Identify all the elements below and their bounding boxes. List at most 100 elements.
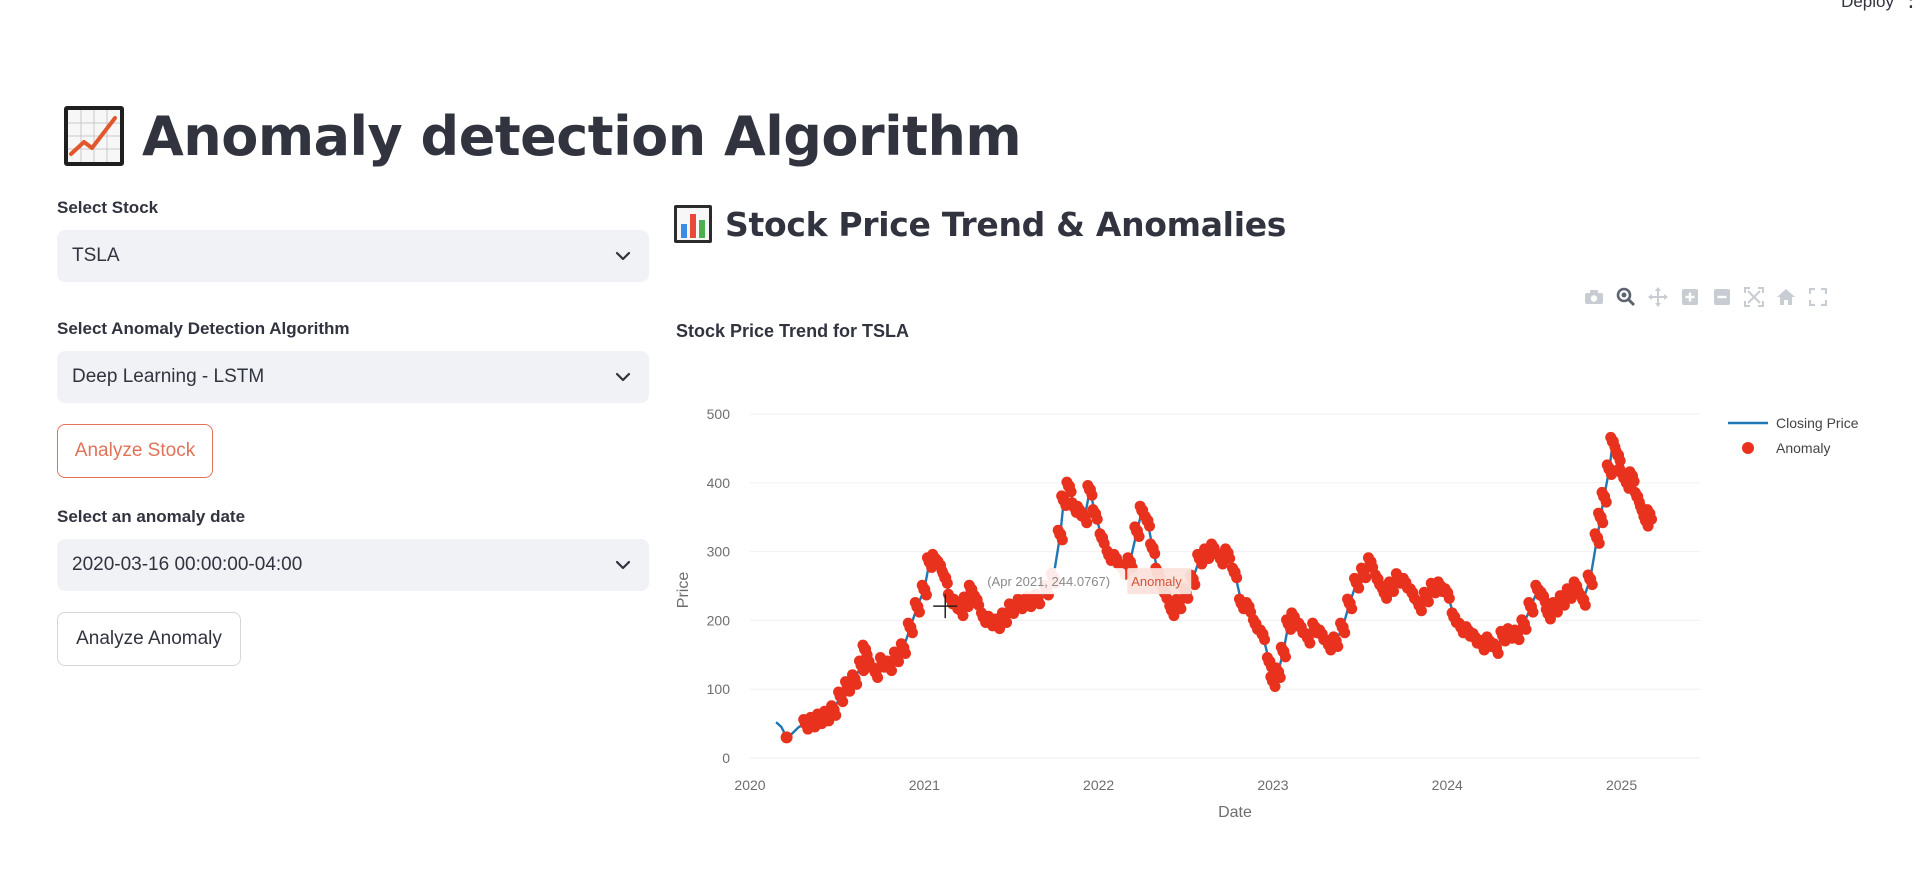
anomaly-point — [1381, 592, 1393, 604]
anomaly-point — [1575, 590, 1587, 602]
anomaly-point — [1520, 623, 1532, 635]
home-icon[interactable] — [1770, 284, 1802, 310]
anomaly-point — [1535, 586, 1547, 598]
main-menu-icon[interactable]: ⋮ — [1900, 0, 1922, 12]
stock-select-value: TSLA — [72, 245, 120, 266]
anomaly-point — [1259, 634, 1271, 646]
x-tick-label: 2021 — [909, 777, 940, 793]
x-tick-label: 2020 — [734, 777, 765, 793]
anomaly-point — [1558, 599, 1570, 611]
y-tick-label: 400 — [707, 475, 731, 491]
anomaly-point — [1593, 537, 1605, 549]
anomaly-point — [920, 589, 932, 601]
anomaly-point — [1003, 598, 1015, 610]
anomaly-point — [1129, 521, 1141, 533]
x-tick-label: 2025 — [1606, 777, 1637, 793]
anomaly-point — [1432, 576, 1444, 588]
chevron-down-icon — [615, 560, 631, 570]
anomaly-point — [1629, 486, 1641, 498]
anomaly-point — [886, 665, 898, 677]
anomaly-point — [1460, 621, 1472, 633]
anomaly-point — [860, 652, 872, 664]
hover-coords: (Apr 2021, 244.0767) — [987, 574, 1110, 589]
deploy-button[interactable]: Deploy — [1841, 0, 1894, 11]
anomaly-point — [837, 696, 849, 708]
stock-price-chart[interactable]: Stock Price Trend for TSLA 0 100 200 300 400 5… — [670, 310, 1910, 830]
legend-item-closing-price: Closing Price — [1776, 415, 1859, 431]
anomaly-point — [1145, 538, 1157, 550]
chart-svg[interactable]: Stock Price Trend for TSLA 0 100 200 300 400 5… — [670, 310, 1910, 830]
anomaly-point — [937, 568, 949, 580]
hover-series: Anomaly — [1131, 574, 1182, 589]
anomaly-point — [1226, 562, 1238, 574]
anomaly-point — [1269, 680, 1281, 692]
anomaly-point — [872, 672, 884, 684]
section-subheader-text: Stock Price Trend & Anomalies — [725, 204, 1287, 244]
anomaly-point — [1270, 662, 1282, 674]
chart-increasing-icon — [64, 106, 124, 166]
anomaly-point — [895, 638, 907, 650]
zoom-icon[interactable] — [1610, 284, 1642, 310]
anomaly-point — [899, 647, 911, 659]
page-title-row: Anomaly detection Algorithm — [62, 104, 1022, 168]
anomaly-point — [1314, 624, 1326, 636]
anomaly-point — [1589, 528, 1601, 540]
algorithm-select-value: Deep Learning - LSTM — [72, 366, 265, 387]
anomaly-point — [1021, 591, 1033, 603]
anomaly-point — [881, 655, 893, 667]
camera-icon[interactable] — [1578, 284, 1610, 310]
anomaly-point — [1360, 572, 1372, 584]
anomaly-point — [1628, 475, 1640, 487]
anomaly-point — [1220, 543, 1232, 555]
analyze-stock-button[interactable]: Analyze Stock — [57, 424, 213, 478]
analyze-anomaly-button[interactable]: Analyze Anomaly — [57, 612, 241, 666]
autoscale-icon[interactable] — [1738, 284, 1770, 310]
anomaly-point — [1613, 462, 1625, 474]
anomaly-point — [1597, 517, 1609, 529]
anomaly-point — [1025, 601, 1037, 613]
anomaly-point — [830, 709, 842, 721]
anomaly-point — [1646, 513, 1658, 525]
anomaly-point — [1094, 528, 1106, 540]
anomaly-point — [1346, 603, 1358, 615]
x-tick-label: 2023 — [1257, 777, 1288, 793]
anomaly-point — [857, 639, 869, 651]
anomaly-point — [1300, 627, 1312, 639]
stock-select[interactable]: TSLA — [57, 230, 649, 282]
anomaly-point — [1540, 603, 1552, 615]
fullscreen-icon[interactable] — [1802, 284, 1834, 310]
anomaly-point — [1641, 504, 1653, 516]
anomaly-point — [1397, 572, 1409, 584]
chart-modebar — [1578, 284, 1834, 310]
zoom-in-icon[interactable] — [1674, 284, 1706, 310]
anomaly-point — [1240, 597, 1252, 609]
anomaly-point — [1254, 624, 1266, 636]
anomaly-point — [1328, 631, 1340, 643]
anomaly-point — [1355, 562, 1367, 574]
chevron-down-icon — [615, 372, 631, 382]
anomaly-point — [1171, 593, 1183, 605]
anomaly-point — [1342, 593, 1354, 605]
anomaly-point — [1082, 480, 1094, 492]
anomaly-point — [1353, 582, 1365, 594]
section-subheader: Stock Price Trend & Anomalies — [673, 204, 1286, 244]
anomaly-point — [1332, 641, 1344, 653]
anomaly-point — [1383, 576, 1395, 588]
y-tick-label: 500 — [707, 406, 731, 422]
anomaly-point — [1488, 638, 1500, 650]
y-tick-label: 0 — [722, 750, 730, 766]
anomaly-date-select[interactable]: 2020-03-16 00:00:00-04:00 — [57, 539, 649, 591]
select-stock-label: Select Stock — [57, 198, 159, 217]
anomaly-point — [1275, 641, 1287, 653]
anomaly-point — [1168, 610, 1180, 622]
anomaly-point — [962, 601, 974, 613]
anomaly-point — [1122, 552, 1134, 564]
zoom-out-icon[interactable] — [1706, 284, 1738, 310]
anomaly-point — [1516, 614, 1528, 626]
anomaly-point — [1422, 596, 1434, 608]
anomaly-point — [1568, 576, 1580, 588]
anomaly-point — [1139, 511, 1151, 523]
algorithm-select[interactable]: Deep Learning - LSTM — [57, 351, 649, 403]
pan-icon[interactable] — [1642, 284, 1674, 310]
anomaly-point — [1601, 459, 1613, 471]
